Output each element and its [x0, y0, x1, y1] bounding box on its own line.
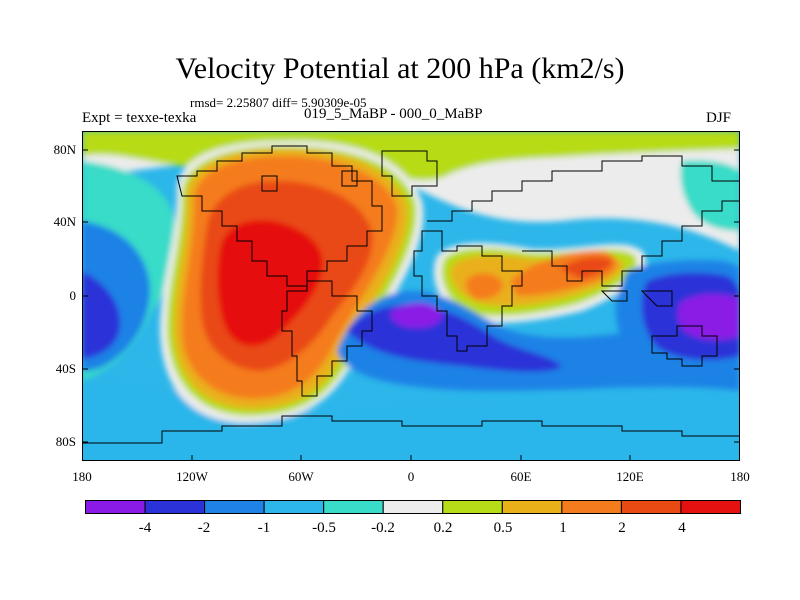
- field-cyan-ne: [680, 160, 740, 231]
- colorbar-label: 1: [559, 520, 567, 536]
- lat-label-80s: 80S: [55, 434, 76, 449]
- field-purple-pacific: [677, 294, 740, 341]
- colorbar-label: -0.2: [371, 520, 395, 536]
- colorbar-swatch: [680, 500, 741, 514]
- cases-label: 019_5_MaBP - 000_0_MaBP: [304, 106, 483, 122]
- colorbar-swatch: [501, 500, 563, 514]
- colorbar-label: -2: [197, 520, 211, 536]
- field-neutral-north: [82, 140, 740, 251]
- lat-label-0: 0: [69, 288, 77, 303]
- colorbar-swatch: [85, 500, 146, 514]
- map-title: Velocity Potential at 200 hPa (km2/s): [175, 52, 625, 85]
- lon-label-180w: 180: [72, 469, 92, 484]
- lon-label-120e: 120E: [616, 469, 644, 484]
- colorbar-label: 4: [678, 520, 686, 536]
- field-darkorange-africa: [465, 273, 503, 300]
- velocity-potential-map: [82, 131, 740, 461]
- lat-label-40n: 40N: [53, 214, 76, 229]
- field-red-core: [217, 220, 323, 346]
- lon-label-60e: 60E: [510, 469, 532, 484]
- colorbar-label: 2: [618, 520, 626, 536]
- experiment-label: Expt = texxe-texka: [82, 110, 197, 126]
- lat-label-40s: 40S: [55, 361, 76, 376]
- colorbar-label: 0.2: [433, 520, 453, 536]
- lat-label-80n: 80N: [53, 142, 76, 157]
- colorbar-swatch: [442, 500, 503, 514]
- field-southern-band: [82, 379, 740, 461]
- lon-label-60w: 60W: [288, 469, 314, 484]
- map-ticks: [82, 149, 740, 461]
- lon-label-180e: 180: [730, 469, 750, 484]
- colorbar-swatch: [323, 500, 384, 514]
- colorbar-label: -0.5: [312, 520, 336, 536]
- lon-label-0: 0: [407, 469, 415, 484]
- stats-text: rmsd= 2.25807 diff= 5.90309e-05: [190, 95, 367, 110]
- colorbar-swatch: [620, 500, 682, 514]
- colorbar-label: -1: [257, 520, 271, 536]
- field-purple-atlantic: [390, 302, 443, 328]
- colorbar: [85, 500, 741, 514]
- colorbar-swatch: [263, 500, 325, 514]
- colorbar-label: 0.5: [493, 520, 513, 536]
- lon-label-120w: 120W: [176, 469, 208, 484]
- coastlines: [82, 145, 740, 444]
- season-label: DJF: [706, 110, 732, 126]
- colorbar-swatch: [204, 500, 265, 514]
- colorbar-swatch: [382, 500, 444, 514]
- field-darkblue-west: [82, 271, 121, 359]
- colorbar-label: -4: [138, 520, 152, 536]
- colorbar-swatch: [561, 500, 622, 514]
- colorbar-swatch: [144, 500, 206, 514]
- field-redorange-asia: [560, 257, 612, 279]
